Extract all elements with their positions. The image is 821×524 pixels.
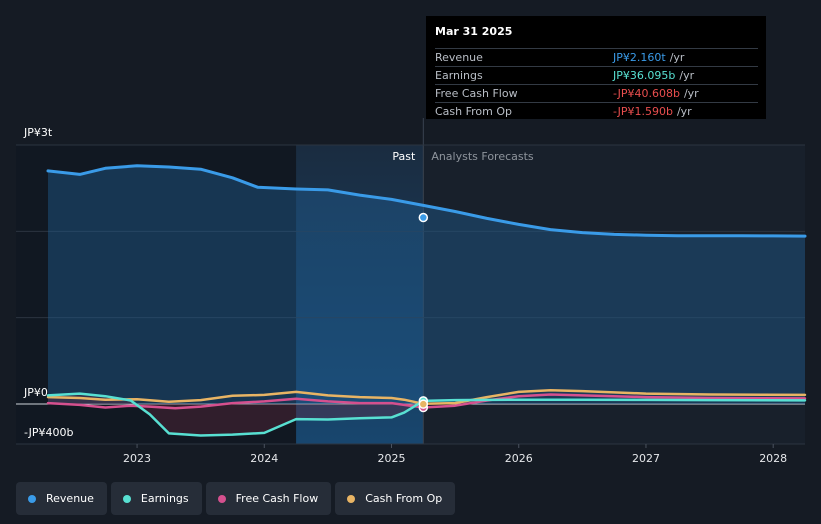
legend-label: Cash From Op: [365, 492, 443, 505]
x-tick-label: 2025: [378, 452, 406, 465]
series-line-revenue: [46, 164, 807, 238]
past-region-label: Past: [392, 150, 416, 163]
series-line-cash-from-op: [46, 388, 807, 406]
legend-item-cash-from-op[interactable]: Cash From Op: [335, 482, 456, 515]
legend-item-revenue[interactable]: Revenue: [16, 482, 107, 515]
tooltip-date: Mar 31 2025: [435, 25, 513, 38]
tooltip-series-name: Revenue: [435, 51, 483, 64]
x-tick-label: 2023: [123, 452, 151, 465]
tooltip-row-free-cash-flow: Free Cash Flow -JP¥40.608b /yr: [435, 84, 758, 102]
tooltip-row-revenue: Revenue JP¥2.160t /yr: [435, 48, 758, 66]
tooltip-series-value: -JP¥40.608b: [613, 87, 680, 100]
data-point-marker: [418, 212, 429, 223]
legend-dot-icon: [122, 494, 131, 503]
legend-label: Revenue: [46, 492, 94, 505]
tooltip-row-cash-from-op: Cash From Op -JP¥1.590b /yr: [435, 102, 758, 120]
x-tick-label: 2028: [759, 452, 787, 465]
chart-legend: Revenue Earnings Free Cash Flow Cash Fro…: [16, 482, 456, 515]
earnings-area: [48, 393, 424, 436]
x-tick-label: 2024: [250, 452, 278, 465]
tooltip-series-unit: /yr: [679, 69, 695, 82]
tooltip-series-unit: /yr: [669, 51, 685, 64]
legend-item-free-cash-flow[interactable]: Free Cash Flow: [205, 482, 332, 515]
y-axis-zero-label: JP¥0: [23, 386, 48, 399]
tooltip-series-name: Cash From Op: [435, 105, 513, 118]
data-point-marker: [418, 399, 429, 409]
legend-label: Earnings: [140, 492, 189, 505]
tooltip-series-value: -JP¥1.590b: [613, 105, 673, 118]
legend-item-earnings[interactable]: Earnings: [110, 482, 202, 515]
data-tooltip: Mar 31 2025 Revenue JP¥2.160t /yr Earnin…: [426, 16, 766, 119]
legend-dot-icon: [28, 494, 36, 503]
tooltip-series-name: Earnings: [435, 69, 483, 82]
series-line-free-cash-flow: [46, 393, 807, 410]
tooltip-series-value: JP¥2.160t: [613, 51, 666, 64]
tooltip-series-name: Free Cash Flow: [435, 87, 518, 100]
x-tick-label: 2026: [505, 452, 533, 465]
series-line-earnings: [46, 392, 807, 437]
y-axis-top-label: JP¥3t: [23, 126, 53, 139]
legend-dot-icon: [347, 494, 356, 503]
x-tick-label: 2027: [632, 452, 660, 465]
revenue-area: [48, 165, 805, 404]
legend-dot-icon: [217, 494, 226, 503]
tooltip-series-unit: /yr: [683, 87, 699, 100]
tooltip-series-value: JP¥36.095b: [613, 69, 676, 82]
forecast-region-label: Analysts Forecasts: [431, 150, 534, 163]
tooltip-series-unit: /yr: [676, 105, 692, 118]
tooltip-row-earnings: Earnings JP¥36.095b /yr: [435, 66, 758, 84]
legend-label: Free Cash Flow: [235, 492, 319, 505]
y-axis-bottom-label: -JP¥400b: [24, 426, 73, 439]
